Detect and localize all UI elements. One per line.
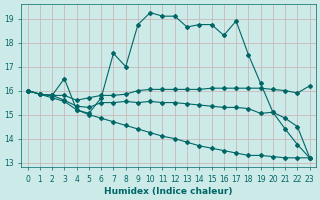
X-axis label: Humidex (Indice chaleur): Humidex (Indice chaleur): [104, 187, 233, 196]
